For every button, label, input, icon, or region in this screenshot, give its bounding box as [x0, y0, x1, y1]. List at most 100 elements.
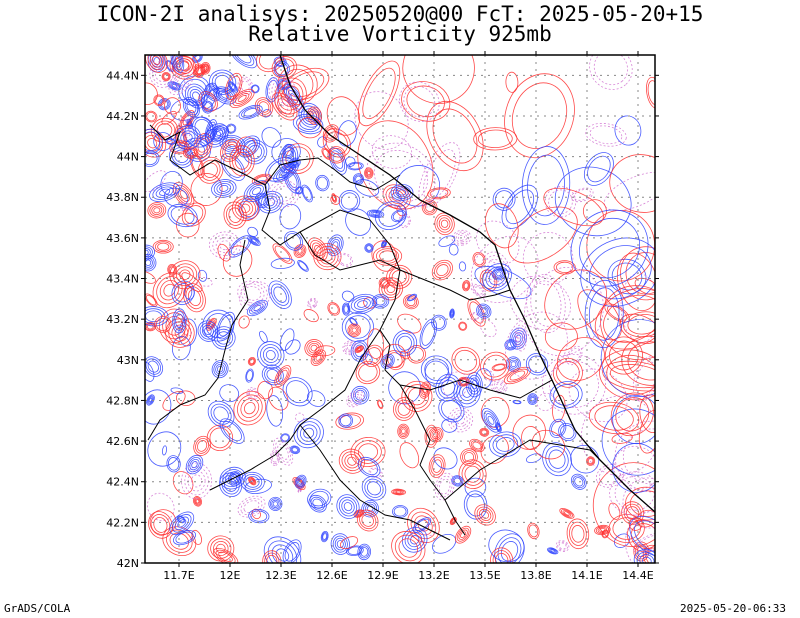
vorticity-contour: [349, 317, 358, 326]
vorticity-contour: [249, 301, 266, 315]
vorticity-contour: [360, 459, 379, 476]
vorticity-contour: [145, 321, 156, 332]
vorticity-contour: [422, 386, 428, 394]
vorticity-contour: [548, 449, 566, 469]
vorticity-contour: [339, 414, 352, 427]
vorticity-contour: [478, 508, 492, 521]
vorticity-contour: [462, 281, 470, 291]
vorticity-contour: [145, 358, 162, 375]
vorticity-contour: [197, 269, 208, 282]
vorticity-contour: [392, 330, 418, 357]
vorticity-contour: [248, 390, 257, 398]
vorticity-contour: [204, 119, 218, 144]
vorticity-contour: [153, 94, 165, 107]
vorticity-contour: [270, 283, 290, 306]
vorticity-contour: [354, 345, 364, 354]
vorticity-contour: [320, 530, 329, 543]
lon-tick-label: 12.6E: [316, 569, 347, 582]
vorticity-contour: [600, 319, 655, 397]
vorticity-contour: [145, 361, 155, 382]
vorticity-contour: [201, 63, 210, 74]
vorticity-contour: [190, 173, 223, 206]
vorticity-contour: [434, 212, 455, 236]
vorticity-contour: [583, 152, 614, 186]
vorticity-contour: [357, 543, 372, 561]
vorticity-contour: [257, 341, 285, 369]
vorticity-contour: [260, 344, 282, 366]
vorticity-contour: [572, 475, 585, 489]
vorticity-contour: [273, 286, 287, 303]
vorticity-contour: [471, 380, 478, 390]
vorticity-contour: [568, 368, 628, 423]
vorticity-contour: [169, 511, 195, 536]
vorticity-contour: [578, 217, 641, 279]
vorticity-contour: [350, 326, 359, 335]
vorticity-contour: [545, 445, 569, 473]
vorticity-contour: [392, 505, 409, 518]
lon-tick-label: 11.7E: [163, 569, 194, 582]
vorticity-contour: [322, 533, 328, 540]
vorticity-contour: [560, 424, 575, 440]
vorticity-contour: [237, 95, 247, 102]
vorticity-contour: [213, 547, 239, 563]
vorticity-contour: [347, 323, 362, 337]
vorticity-contour: [150, 117, 179, 143]
vorticity-contour: [438, 217, 451, 231]
vorticity-contour: [548, 548, 558, 554]
vorticity-contour: [570, 209, 649, 287]
vorticity-contour: [558, 542, 567, 550]
vorticity-contour: [307, 390, 326, 407]
vorticity-contour: [338, 496, 358, 517]
vorticity-contour: [494, 533, 525, 563]
vorticity-contour: [341, 290, 355, 302]
vorticity-contour: [609, 364, 655, 389]
vorticity-contour: [451, 519, 455, 523]
vorticity-contour: [337, 120, 357, 147]
vorticity-contour: [455, 233, 468, 243]
vorticity-contour: [357, 300, 368, 308]
vorticity-contour: [588, 287, 620, 341]
vorticity-contour: [593, 55, 628, 86]
vorticity-contour: [180, 202, 189, 211]
vorticity-contour: [354, 389, 366, 401]
lon-tick-label: 13.5E: [469, 569, 500, 582]
vorticity-contour: [248, 236, 260, 245]
vorticity-contour: [275, 440, 292, 463]
vorticity-contour: [426, 101, 484, 171]
vorticity-contour: [474, 504, 496, 526]
vorticity-contour: [272, 501, 279, 507]
vorticity-contour: [177, 127, 199, 148]
vorticity-contour: [215, 549, 236, 563]
vorticity-contour: [454, 349, 478, 372]
vorticity-contour: [338, 448, 365, 474]
vorticity-contour: [528, 524, 539, 538]
vorticity-contour: [620, 246, 655, 301]
vorticity-contour: [481, 251, 510, 286]
vorticity-contour: [152, 239, 174, 254]
vorticity-contour: [168, 68, 194, 96]
vorticity-contour: [633, 532, 655, 554]
vorticity-contour: [312, 242, 324, 257]
lat-tick-label: 43.2N: [106, 313, 139, 326]
vorticity-contour: [163, 187, 189, 208]
vorticity-contour: [472, 251, 486, 267]
vorticity-contour: [265, 350, 276, 360]
vorticity-contour: [171, 280, 195, 306]
vorticity-contour: [296, 116, 321, 133]
vorticity-contour: [303, 427, 315, 439]
vorticity-contour: [481, 429, 488, 435]
axis-ticks: 44.4N 44.2N 44N 43.8N 43.6N 43.4N 43.2N 43N 42.8…: [106, 51, 659, 582]
vorticity-contour: [145, 257, 153, 268]
vorticity-contour: [166, 455, 181, 473]
vorticity-contour: [410, 535, 420, 545]
vorticity-contour: [322, 251, 333, 262]
vorticity-contour: [483, 410, 499, 431]
region-border: [209, 329, 381, 491]
lon-tick-label: 12.9E: [367, 569, 398, 582]
vorticity-contour: [628, 517, 643, 531]
vorticity-contour: [191, 461, 198, 469]
vorticity-contour: [310, 496, 325, 511]
vorticity-contour: [145, 254, 157, 272]
vorticity-contour: [479, 306, 489, 316]
vorticity-contour: [298, 479, 303, 485]
